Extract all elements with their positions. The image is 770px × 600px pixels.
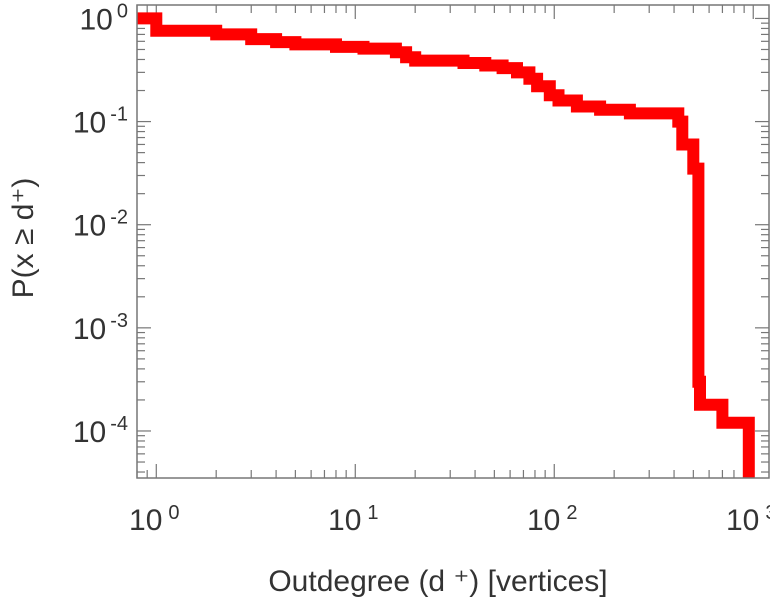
series-layer — [137, 12, 755, 478]
minor-ticks — [136, 5, 769, 478]
x-tick-label: 10 2 — [527, 502, 578, 537]
y-tick-label: 10 0 — [80, 0, 129, 36]
x-tick-labels: 100 101 102 103 — [129, 502, 770, 537]
y-axis-title: P(x ≥ d⁺) — [7, 178, 40, 299]
y-tick-label: 10 -2 — [73, 207, 128, 243]
x-axis-title: Outdegree (d ⁺) [vertices] — [268, 565, 607, 598]
series-line — [137, 12, 755, 478]
x-tick-label: 10 1 — [328, 502, 379, 537]
y-tick-label: 10 -4 — [73, 413, 128, 449]
y-tick-label: 10 -3 — [73, 310, 128, 346]
y-tick-label: 10 -1 — [73, 104, 128, 140]
x-tick-label: 10 0 — [129, 502, 180, 537]
x-tick-label: 103 — [726, 502, 770, 537]
major-ticks — [137, 5, 769, 478]
plot-frame — [136, 4, 770, 479]
